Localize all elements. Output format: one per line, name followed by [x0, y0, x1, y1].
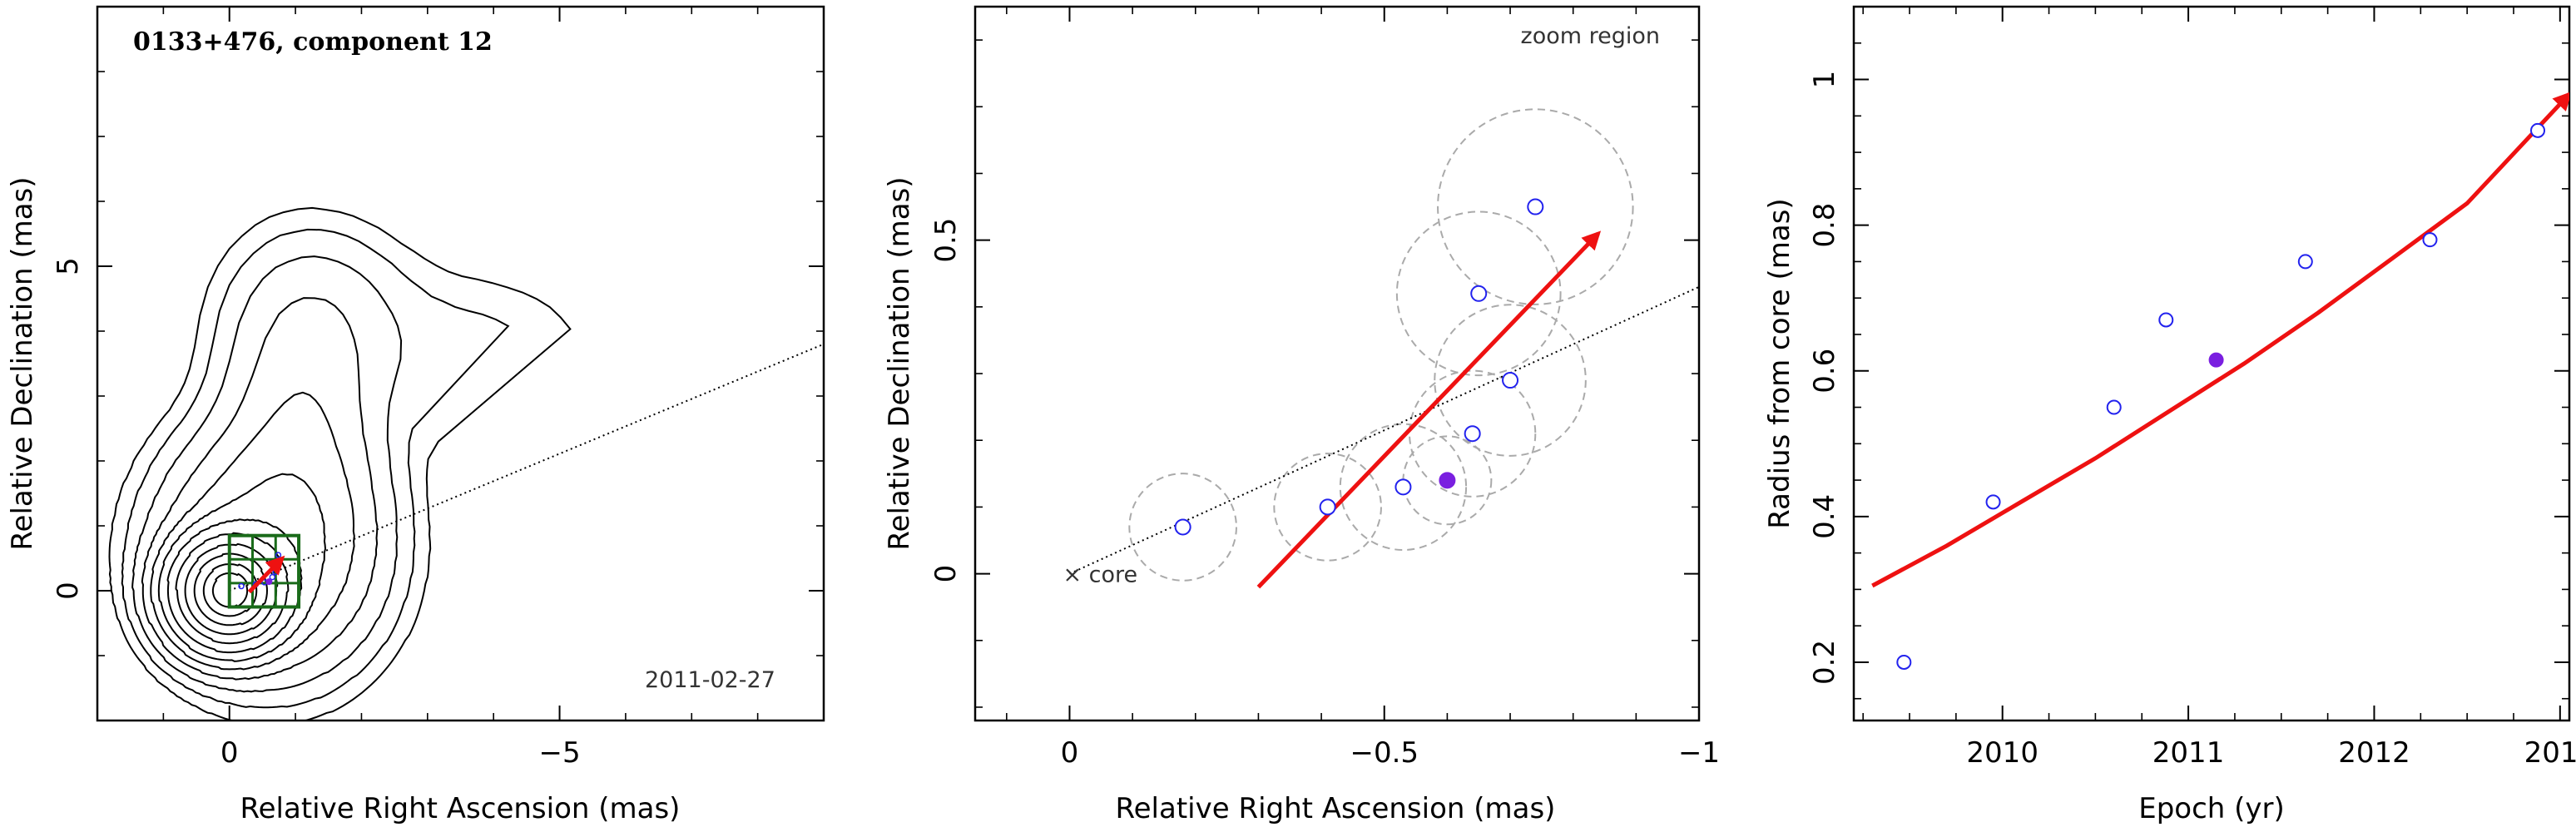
radius-epoch-point [2530, 122, 2546, 138]
component-size-circle [1395, 210, 1562, 377]
contour-line [121, 228, 510, 709]
panel2-xlabel: Relative Right Ascension (mas) [1116, 792, 1556, 825]
panel3-xlabel: Epoch (yr) [2138, 792, 2285, 825]
contour-line [202, 563, 259, 617]
component-current-point [1439, 472, 1456, 489]
component-epoch-point [1502, 372, 1519, 389]
contour-line [166, 518, 303, 654]
component-size-circle [1339, 423, 1468, 551]
panel1-ticks: 0 −5 0 5 [52, 7, 824, 770]
x-tick-label: 2013 [2524, 736, 2576, 770]
x-tick-label: −1 [1678, 736, 1720, 770]
y-tick-label: 0.4 [1808, 494, 1841, 539]
radius-epoch-point [2106, 399, 2122, 415]
radius-epoch-point [1896, 654, 1912, 670]
component-epoch-point [1395, 478, 1412, 496]
panel2-annotation: zoom region [1521, 23, 1660, 49]
y-tick-label: 0 [52, 582, 85, 600]
contour-line [141, 297, 379, 681]
panel2-frame [973, 5, 1701, 722]
y-tick-label: 5 [52, 257, 85, 275]
x-tick-label: 0 [1061, 736, 1079, 770]
panel-zoom-region: × core zoom region 0 −0.5 −1 0 0.5 Relative … [883, 5, 1720, 825]
contour-line [184, 542, 279, 636]
contour-line [131, 255, 403, 693]
fit-curve [1871, 91, 2569, 588]
component-epoch-point [1464, 425, 1481, 443]
panel1-xlabel: Relative Right Ascension (mas) [240, 792, 681, 825]
x-tick-label: −5 [538, 736, 580, 770]
y-tick-label: 1 [1808, 71, 1841, 89]
radius-current-point [2208, 352, 2224, 368]
panel3-ylabel: Radius from core (mas) [1763, 198, 1796, 528]
x-tick-label: −0.5 [1350, 736, 1419, 770]
panel2-ticks: 0 −0.5 −1 0 0.5 [929, 7, 1720, 770]
y-tick-label: 0 [929, 565, 963, 583]
panel3-plot-area [1871, 91, 2569, 670]
trend-line [229, 343, 824, 592]
component-epoch-point [1527, 198, 1544, 215]
x-tick-label: 2010 [1966, 736, 2039, 770]
y-tick-label: 0.8 [1808, 203, 1841, 248]
contour-lines [108, 206, 572, 721]
component-epoch-point [238, 582, 245, 590]
component-size-circle [1409, 369, 1537, 498]
contour-line [157, 473, 327, 662]
component-size-circle [1434, 304, 1587, 457]
radius-epoch-point [1985, 494, 2001, 510]
component-size-circle [1128, 473, 1237, 582]
panel1-frame [96, 5, 825, 722]
radius-epoch-point [2297, 254, 2313, 270]
contour-line [193, 552, 269, 626]
panel3-frame [1852, 5, 2571, 722]
y-tick-label: 0.6 [1808, 349, 1841, 394]
component-size-circle [1437, 108, 1634, 305]
x-tick-label: 0 [220, 736, 239, 770]
panel1-ylabel: Relative Declination (mas) [6, 176, 39, 550]
radius-epoch-point [2422, 232, 2438, 248]
component-epoch-point [1470, 285, 1488, 302]
x-tick-label: 2011 [2152, 736, 2225, 770]
motion-arrow [247, 555, 285, 594]
y-tick-label: 0.2 [1808, 640, 1841, 685]
panel2-ylabel: Relative Declination (mas) [883, 176, 916, 550]
contour-line [175, 532, 290, 645]
component-size-circle [1273, 453, 1382, 562]
y-tick-label: 0.5 [929, 218, 963, 263]
panel1-date-label: 2011-02-27 [645, 667, 775, 693]
panel-radius-vs-epoch: 2010 2011 2012 2013 0.2 0.4 0.6 0.8 1 Epoch (yr)… [1763, 5, 2576, 825]
zoom-box [227, 533, 301, 609]
core-label: × core [1063, 562, 1137, 588]
contour-line [150, 391, 355, 671]
panel1-title: 0133+476, component 12 [133, 27, 493, 57]
component-current-point [265, 578, 273, 586]
motion-arrow [1256, 230, 1602, 589]
trend-line [1069, 285, 1699, 575]
panel2-plot-area: × core [1063, 108, 1699, 589]
x-tick-label: 2012 [2338, 736, 2410, 770]
panel3-ticks: 2010 2011 2012 2013 0.2 0.4 0.6 0.8 1 [1808, 7, 2576, 770]
component-epoch-point [1174, 518, 1191, 536]
panel-contour-map: 0133+476, component 12 2011-02-27 0 −505 … [6, 5, 825, 825]
component-epoch-point [1319, 498, 1336, 516]
radius-epoch-point [2158, 312, 2174, 328]
